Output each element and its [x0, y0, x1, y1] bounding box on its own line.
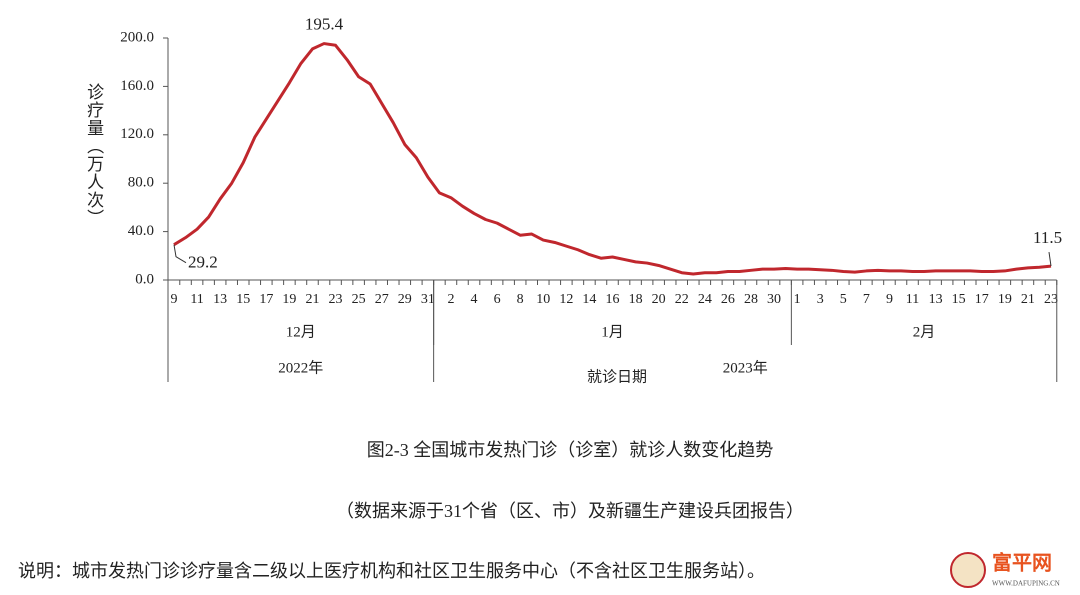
y-tick-label: 120.0: [120, 126, 154, 142]
x-tick-label: 1: [794, 292, 801, 307]
month-label: 12月: [286, 324, 316, 340]
y-tick-label: 200.0: [120, 29, 154, 45]
month-label: 1月: [601, 324, 624, 340]
x-tick-label: 11: [190, 292, 203, 307]
x-tick-label: 12: [559, 292, 573, 307]
label-leader: [1048, 252, 1052, 267]
x-tick-label: 16: [606, 292, 620, 307]
month-label: 2月: [913, 324, 936, 340]
watermark-name: 富平网: [992, 551, 1052, 575]
x-tick-label: 17: [259, 292, 273, 307]
x-tick-label: 25: [352, 292, 366, 307]
x-tick-label: 9: [171, 292, 178, 307]
value-label: 29.2: [188, 253, 218, 272]
value-label: 11.5: [1033, 228, 1062, 247]
x-tick-label: 3: [817, 292, 824, 307]
x-tick-label: 21: [305, 292, 319, 307]
x-tick-label: 15: [236, 292, 250, 307]
y-tick-label: 40.0: [128, 223, 154, 239]
year-label: 2023年: [723, 359, 768, 376]
x-tick-label: 7: [863, 292, 870, 307]
x-tick-label: 21: [1021, 292, 1035, 307]
x-tick-label: 28: [744, 292, 758, 307]
x-tick-label: 19: [998, 292, 1012, 307]
x-tick-label: 8: [517, 292, 524, 307]
y-axis-label: 诊疗量（万人次）: [84, 83, 104, 227]
label-leader: [173, 244, 187, 264]
x-tick-label: 10: [536, 292, 550, 307]
chart-subtitle: （数据来源于31个省（区、市）及新疆生产建设兵团报告）: [336, 501, 804, 521]
data-line: [173, 42, 1052, 276]
x-tick-label: 23: [329, 292, 343, 307]
watermark-url: WWW.DAFUPING.CN: [992, 580, 1060, 588]
x-tick-label: 2: [447, 292, 454, 307]
x-tick-label: 13: [213, 292, 227, 307]
value-label: 195.4: [305, 14, 344, 33]
x-tick-label: 11: [906, 292, 919, 307]
note: 说明：城市发热门诊诊疗量含二级以上医疗机构和社区卫生服务中心（不含社区卫生服务站…: [18, 561, 765, 581]
x-tick-label: 5: [840, 292, 847, 307]
x-tick-label: 15: [952, 292, 966, 307]
x-tick-label: 17: [975, 292, 989, 307]
x-axis-label: 就诊日期: [587, 368, 647, 385]
x-tick-label: 14: [582, 292, 596, 307]
x-tick-label: 9: [886, 292, 893, 307]
x-tick-label: 20: [652, 292, 666, 307]
x-tick-label: 23: [1044, 292, 1058, 307]
x-tick-label: 27: [375, 292, 389, 307]
x-tick-label: 6: [494, 292, 501, 307]
x-tick-label: 26: [721, 292, 735, 307]
x-tick-label: 13: [929, 292, 943, 307]
logo: [950, 552, 986, 588]
x-tick-label: 19: [282, 292, 296, 307]
x-tick-label: 18: [629, 292, 643, 307]
x-tick-label: 29: [398, 292, 412, 307]
x-tick-label: 31: [421, 292, 435, 307]
y-tick-label: 0.0: [135, 271, 154, 287]
y-tick-label: 160.0: [120, 78, 154, 94]
x-tick-label: 24: [698, 292, 712, 307]
x-tick-label: 22: [675, 292, 689, 307]
y-tick-label: 80.0: [128, 175, 154, 191]
x-tick-label: 4: [471, 292, 478, 307]
year-label: 2022年: [278, 359, 323, 376]
x-tick-label: 30: [767, 292, 781, 307]
chart-title: 图2-3 全国城市发热门诊（诊室）就诊人数变化趋势: [367, 440, 774, 460]
